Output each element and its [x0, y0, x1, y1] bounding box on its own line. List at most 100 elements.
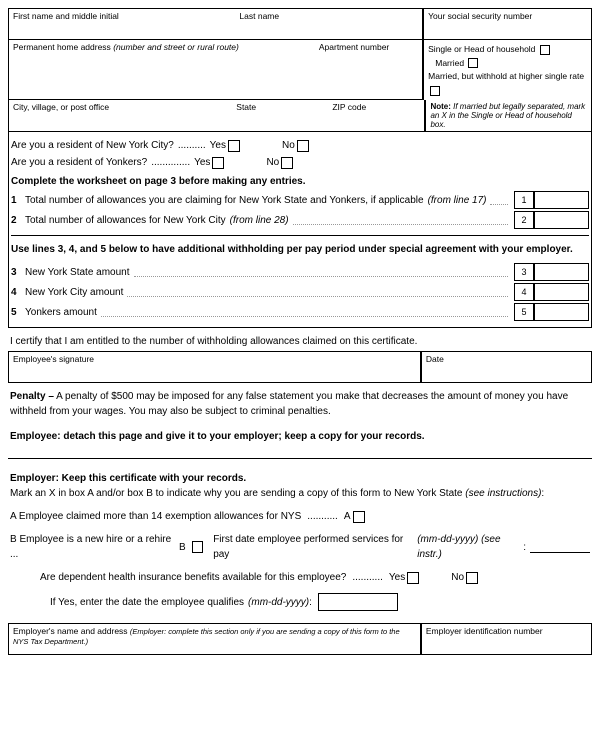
dots — [490, 195, 508, 205]
dots — [127, 287, 508, 297]
box1-num: 1 — [514, 191, 534, 209]
input-first-date[interactable] — [530, 541, 590, 553]
line2-hint: (from line 28) — [230, 213, 289, 228]
checkbox-higher[interactable] — [430, 86, 440, 96]
yes-yonkers: Yes — [194, 155, 210, 170]
label-emp-name: Employer's name and address (Employer: c… — [13, 626, 416, 646]
line1-hint: (from line 17) — [428, 193, 487, 208]
line2-num: 2 — [11, 213, 25, 228]
divider-1 — [11, 235, 589, 236]
checkbox-married[interactable] — [468, 58, 478, 68]
dots — [134, 267, 508, 277]
higher-text: Married, but withhold at higher single r… — [428, 71, 584, 81]
box1-val[interactable] — [534, 191, 589, 209]
dep-no: No — [451, 570, 464, 585]
note-label: Note: — [430, 102, 450, 111]
line-b-text: B Employee is a new hire or a rehire ... — [10, 532, 175, 562]
line-5: 5 Yonkers amount 5 — [11, 303, 589, 321]
box5-val[interactable] — [534, 303, 589, 321]
label-ein: Employer identification number — [426, 626, 587, 636]
label-apt: Apartment number — [319, 42, 418, 52]
line-a: A Employee claimed more than 14 exemptio… — [10, 509, 590, 524]
label-city: City, village, or post office — [13, 102, 228, 112]
worksheet-instr: Complete the worksheet on page 3 before … — [11, 174, 589, 189]
mark-hint: (see instructions) — [465, 488, 541, 499]
box3-num: 3 — [514, 263, 534, 281]
dots — [293, 215, 508, 225]
checkbox-dep-yes[interactable] — [407, 572, 419, 584]
row-name: First name and middle initial Last name … — [8, 8, 592, 40]
checkbox-nyc-no[interactable] — [297, 140, 309, 152]
no-nyc: No — [282, 138, 295, 153]
mark-instr-row: Mark an X in box A and/or box B to indic… — [10, 486, 590, 501]
employee-instr: Employee: detach this page and give it t… — [10, 429, 590, 444]
line-b: B Employee is a new hire or a rehire ...… — [10, 532, 590, 562]
row-city: City, village, or post office State ZIP … — [8, 100, 592, 132]
addr-text: Permanent home address — [13, 42, 111, 52]
box4-val[interactable] — [534, 283, 589, 301]
dots — [101, 307, 508, 317]
married-text: Married — [435, 58, 464, 68]
penalty-label: Penalty – — [10, 391, 54, 402]
emp-name-text: Employer's name and address — [13, 626, 128, 636]
opt-higher: Married, but withhold at higher single r… — [428, 70, 587, 97]
dep-yes: Yes — [389, 570, 405, 585]
addr-hint: (number and street or rural route) — [113, 42, 239, 52]
label-ssn: Your social security number — [428, 11, 587, 21]
penalty-section: Penalty – A penalty of $500 may be impos… — [8, 383, 592, 450]
box3-val[interactable] — [534, 263, 589, 281]
yes-nyc: Yes — [210, 138, 226, 153]
line2-text: Total number of allowances for New York … — [25, 213, 226, 228]
if-yes-hint: (mm-dd-yyyy) — [248, 595, 309, 610]
note-text: If married but legally separated, mark a… — [430, 102, 585, 129]
line3-text: New York State amount — [25, 265, 130, 280]
line5-text: Yonkers amount — [25, 305, 97, 320]
line1-num: 1 — [11, 193, 25, 208]
input-qualify-date[interactable] — [318, 593, 398, 611]
label-address: Permanent home address (number and stree… — [13, 42, 311, 52]
penalty-text: A penalty of $500 may be imposed for any… — [10, 391, 568, 417]
checkbox-b[interactable] — [192, 541, 204, 553]
line-b-label: B — [179, 540, 186, 555]
box4-num: 4 — [514, 283, 534, 301]
line-3: 3 New York State amount 3 — [11, 263, 589, 281]
line5-num: 5 — [11, 305, 25, 320]
line-b-first: First date employee performed services f… — [213, 532, 413, 562]
checkbox-a[interactable] — [353, 511, 365, 523]
if-yes: If Yes, enter the date the employee qual… — [50, 595, 244, 610]
certify-section: I certify that I am entitled to the numb… — [8, 328, 592, 351]
line-a-label: A — [344, 509, 351, 524]
q-nyc-row: Are you a resident of New York City? ...… — [11, 138, 589, 153]
label-last-name: Last name — [239, 11, 418, 21]
q-yonkers-row: Are you a resident of Yonkers? .........… — [11, 155, 589, 170]
checkbox-dep-no[interactable] — [466, 572, 478, 584]
label-sig: Employee's signature — [13, 354, 416, 364]
no-yonkers: No — [266, 155, 279, 170]
checkbox-yonkers-yes[interactable] — [212, 157, 224, 169]
box2-num: 2 — [514, 211, 534, 229]
residency-section: Are you a resident of New York City? ...… — [8, 132, 592, 328]
checkbox-single[interactable] — [540, 45, 550, 55]
dep-q: Are dependent health insurance benefits … — [40, 570, 346, 585]
line-b-first-hint: (mm-dd-yyyy) (see instr.) — [417, 532, 523, 562]
label-first-name: First name and middle initial — [13, 11, 231, 21]
row-employer-info: Employer's name and address (Employer: c… — [8, 623, 592, 655]
dep-q-row: Are dependent health insurance benefits … — [10, 570, 590, 585]
employer-section: Employer: Keep this certificate with you… — [8, 467, 592, 617]
divider-2 — [8, 458, 592, 459]
line1-text: Total number of allowances you are claim… — [25, 193, 424, 208]
checkbox-yonkers-no[interactable] — [281, 157, 293, 169]
label-date: Date — [426, 354, 587, 364]
opt-single: Single or Head of household Married — [428, 43, 587, 70]
form-container: First name and middle initial Last name … — [8, 8, 592, 655]
line-a-text: A Employee claimed more than 14 exemptio… — [10, 509, 301, 524]
box2-val[interactable] — [534, 211, 589, 229]
label-zip: ZIP code — [332, 102, 420, 112]
mark-instr: Mark an X in box A and/or box B to indic… — [10, 488, 462, 499]
checkbox-nyc-yes[interactable] — [228, 140, 240, 152]
line-4: 4 New York City amount 4 — [11, 283, 589, 301]
q-yonkers: Are you a resident of Yonkers? — [11, 155, 147, 170]
label-state: State — [236, 102, 324, 112]
single-text: Single or Head of household — [428, 44, 535, 54]
certify-text: I certify that I am entitled to the numb… — [10, 336, 417, 347]
